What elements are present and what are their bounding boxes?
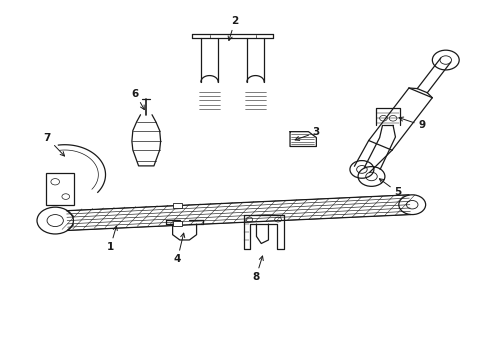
Text: 3: 3 (294, 127, 319, 140)
Bar (173, 203, 182, 208)
Bar (45, 173, 74, 205)
Text: 7: 7 (43, 133, 64, 156)
Text: 2: 2 (228, 16, 238, 40)
Text: 6: 6 (131, 89, 144, 109)
Text: 9: 9 (398, 117, 425, 130)
Bar (173, 221, 182, 226)
Text: 4: 4 (173, 233, 184, 264)
Text: 1: 1 (106, 226, 117, 252)
Text: 8: 8 (252, 256, 263, 282)
Text: 5: 5 (379, 179, 401, 197)
